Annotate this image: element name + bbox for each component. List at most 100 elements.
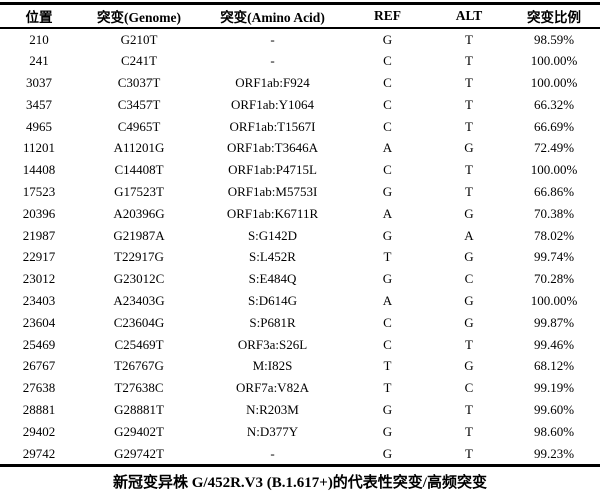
cell-position: 17523 — [22, 184, 56, 200]
cell-ref: C — [383, 336, 392, 352]
cell-position: 23012 — [22, 271, 56, 287]
cell-position: 3457 — [26, 96, 52, 112]
cell-alt: C — [464, 271, 474, 287]
table-row: 20396 A20396G ORF1ab:K6711R A G 70.38% — [0, 203, 600, 225]
cell-ref: A — [382, 293, 393, 309]
cell-alt: T — [465, 402, 473, 418]
cell-mutation-amino-acid: - — [270, 53, 275, 69]
cell-mutation-amino-acid: ORF1ab:Y1064 — [230, 96, 315, 112]
cell-mutation-ratio: 100.00% — [530, 162, 578, 178]
cell-mutation-ratio: 70.38% — [533, 205, 575, 221]
cell-mutation-amino-acid: - — [270, 31, 275, 47]
cell-mutation-amino-acid: ORF1ab:K6711R — [226, 205, 319, 221]
cell-position: 11201 — [22, 140, 56, 156]
cell-mutation-genome: A11201G — [113, 140, 165, 156]
cell-ref: T — [383, 358, 392, 374]
cell-ref: A — [382, 205, 393, 221]
table-row: 17523 G17523T ORF1ab:M5753I G T 66.86% — [0, 181, 600, 203]
cell-mutation-ratio: 70.28% — [533, 271, 575, 287]
header-ref: REF — [345, 3, 430, 29]
cell-ref: C — [383, 96, 392, 112]
cell-alt: A — [464, 227, 474, 243]
cell-mutation-ratio: 66.69% — [533, 118, 575, 134]
cell-ref: T — [383, 249, 392, 265]
table-row: 29742 G29742T - G T 99.23% — [0, 443, 600, 466]
cell-mutation-genome: T22917G — [114, 249, 164, 265]
cell-mutation-ratio: 100.00% — [530, 75, 578, 91]
cell-alt: G — [464, 249, 474, 265]
cell-position: 21987 — [22, 227, 56, 243]
table-row: 28881 G28881T N:R203M G T 99.60% — [0, 399, 600, 421]
cell-mutation-amino-acid: N:D377Y — [246, 423, 299, 439]
cell-ref: C — [383, 53, 392, 69]
cell-mutation-genome: G29742T — [114, 445, 164, 461]
cell-mutation-genome: T26767G — [114, 358, 164, 374]
header-mutation-genome: 突变(Genome) — [78, 3, 200, 29]
cell-ref: G — [382, 184, 393, 200]
cell-mutation-ratio: 98.59% — [533, 31, 575, 47]
cell-mutation-genome: T27638C — [114, 380, 164, 396]
cell-mutation-amino-acid: ORF1ab:T3646A — [227, 140, 318, 156]
cell-mutation-genome: A20396G — [113, 205, 165, 221]
cell-mutation-ratio: 66.32% — [533, 96, 575, 112]
header-row: 位置 突变(Genome) 突变(Amino Acid) REF ALT 突变比… — [0, 3, 600, 29]
cell-ref: C — [383, 314, 392, 330]
cell-alt: T — [465, 162, 473, 178]
cell-ref: A — [382, 140, 393, 156]
cell-mutation-amino-acid: M:I82S — [252, 358, 293, 374]
cell-ref: G — [382, 271, 393, 287]
cell-mutation-ratio: 72.49% — [533, 140, 575, 156]
cell-ref: T — [383, 380, 392, 396]
cell-position: 20396 — [22, 205, 56, 221]
cell-alt: T — [465, 31, 473, 47]
table-row: 241 C241T - C T 100.00% — [0, 50, 600, 72]
cell-ref: G — [382, 227, 393, 243]
table-row: 26767 T26767G M:I82S T G 68.12% — [0, 355, 600, 377]
header-alt: ALT — [430, 3, 508, 29]
cell-mutation-ratio: 68.12% — [533, 358, 575, 374]
cell-alt: G — [464, 205, 474, 221]
cell-mutation-amino-acid: ORF7a:V82A — [236, 380, 309, 396]
cell-mutation-ratio: 99.46% — [533, 336, 575, 352]
header-mutation-ratio: 突变比例 — [508, 3, 600, 29]
cell-mutation-amino-acid: N:R203M — [246, 402, 299, 418]
cell-mutation-ratio: 66.86% — [533, 184, 575, 200]
cell-mutation-genome: C25469T — [114, 336, 164, 352]
cell-position: 25469 — [22, 336, 56, 352]
cell-alt: T — [465, 118, 473, 134]
cell-alt: G — [464, 140, 474, 156]
cell-mutation-ratio: 98.60% — [533, 423, 575, 439]
cell-position: 29742 — [22, 445, 56, 461]
cell-mutation-ratio: 100.00% — [530, 293, 578, 309]
cell-position: 23403 — [22, 293, 56, 309]
cell-alt: T — [465, 336, 473, 352]
cell-ref: G — [382, 31, 393, 47]
cell-position: 23604 — [22, 314, 56, 330]
cell-position: 210 — [29, 31, 49, 47]
cell-ref: C — [383, 75, 392, 91]
cell-mutation-genome: G29402T — [114, 423, 164, 439]
cell-position: 29402 — [22, 423, 56, 439]
cell-mutation-amino-acid: ORF1ab:T1567I — [229, 118, 316, 134]
table-row: 29402 G29402T N:D377Y G T 98.60% — [0, 421, 600, 443]
table-row: 27638 T27638C ORF7a:V82A T C 99.19% — [0, 377, 600, 399]
cell-ref: C — [383, 162, 392, 178]
cell-position: 3037 — [26, 75, 52, 91]
cell-mutation-ratio: 99.87% — [533, 314, 575, 330]
cell-position: 4965 — [26, 118, 52, 134]
cell-alt: G — [464, 358, 474, 374]
cell-mutation-genome: C23604G — [113, 314, 165, 330]
cell-ref: G — [382, 445, 393, 461]
table-row: 23403 A23403G S:D614G A G 100.00% — [0, 290, 600, 312]
cell-position: 241 — [29, 53, 49, 69]
cell-position: 14408 — [22, 162, 56, 178]
cell-mutation-amino-acid: - — [270, 445, 275, 461]
cell-mutation-ratio: 99.74% — [533, 249, 575, 265]
table-header: 位置 突变(Genome) 突变(Amino Acid) REF ALT 突变比… — [0, 3, 600, 29]
cell-alt: T — [465, 445, 473, 461]
cell-mutation-genome: G21987A — [113, 227, 165, 243]
cell-mutation-genome: C4965T — [117, 118, 161, 134]
cell-position: 27638 — [22, 380, 56, 396]
cell-mutation-amino-acid: S:E484Q — [248, 271, 297, 287]
